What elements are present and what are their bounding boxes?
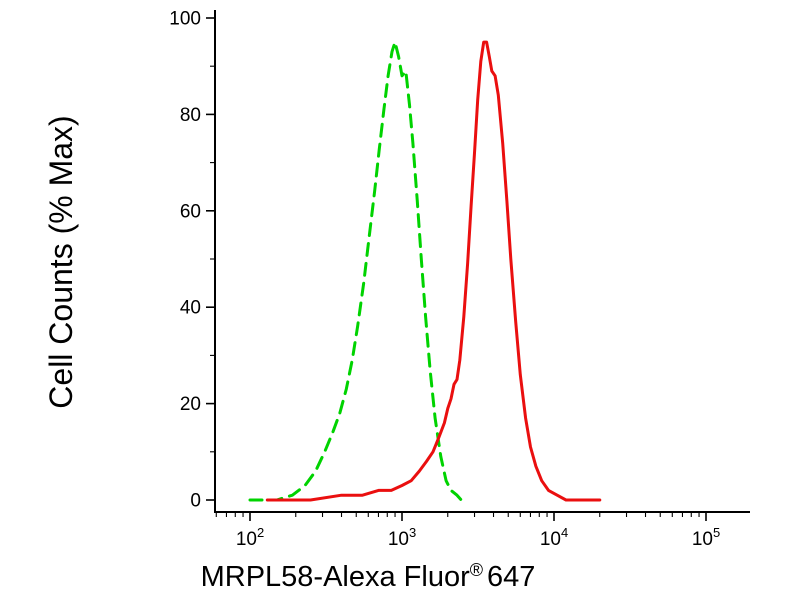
y-tick-label: 80: [180, 105, 201, 126]
x-tick-label: 103: [388, 525, 416, 550]
x-axis-label: MRPL58-Alexa Fluor® 647: [201, 560, 536, 593]
y-tick-label: 100: [169, 9, 201, 30]
x-tick-label: 105: [692, 525, 720, 550]
y-tick-label: 0: [190, 491, 201, 512]
green-dashed-curve: [248, 40, 463, 502]
y-tick-label: 20: [180, 394, 201, 415]
y-tick-label: 60: [180, 201, 201, 222]
y-tick-label: 40: [180, 298, 201, 319]
x-tick-label: 104: [540, 525, 568, 550]
red-solid-curve: [265, 40, 602, 502]
plot-area: 102 103 104 105 0 20 40 60 80 100: [169, 9, 750, 550]
x-tick-label: 102: [236, 525, 264, 550]
y-axis-label: Cell Counts (% Max): [43, 115, 79, 408]
registered-trademark-symbol: ®: [470, 560, 483, 580]
x-axis-label-main: MRPL58-Alexa Fluor: [201, 561, 470, 593]
x-axis-label-suffix: 647: [487, 561, 535, 593]
axes-lines: [214, 10, 750, 513]
